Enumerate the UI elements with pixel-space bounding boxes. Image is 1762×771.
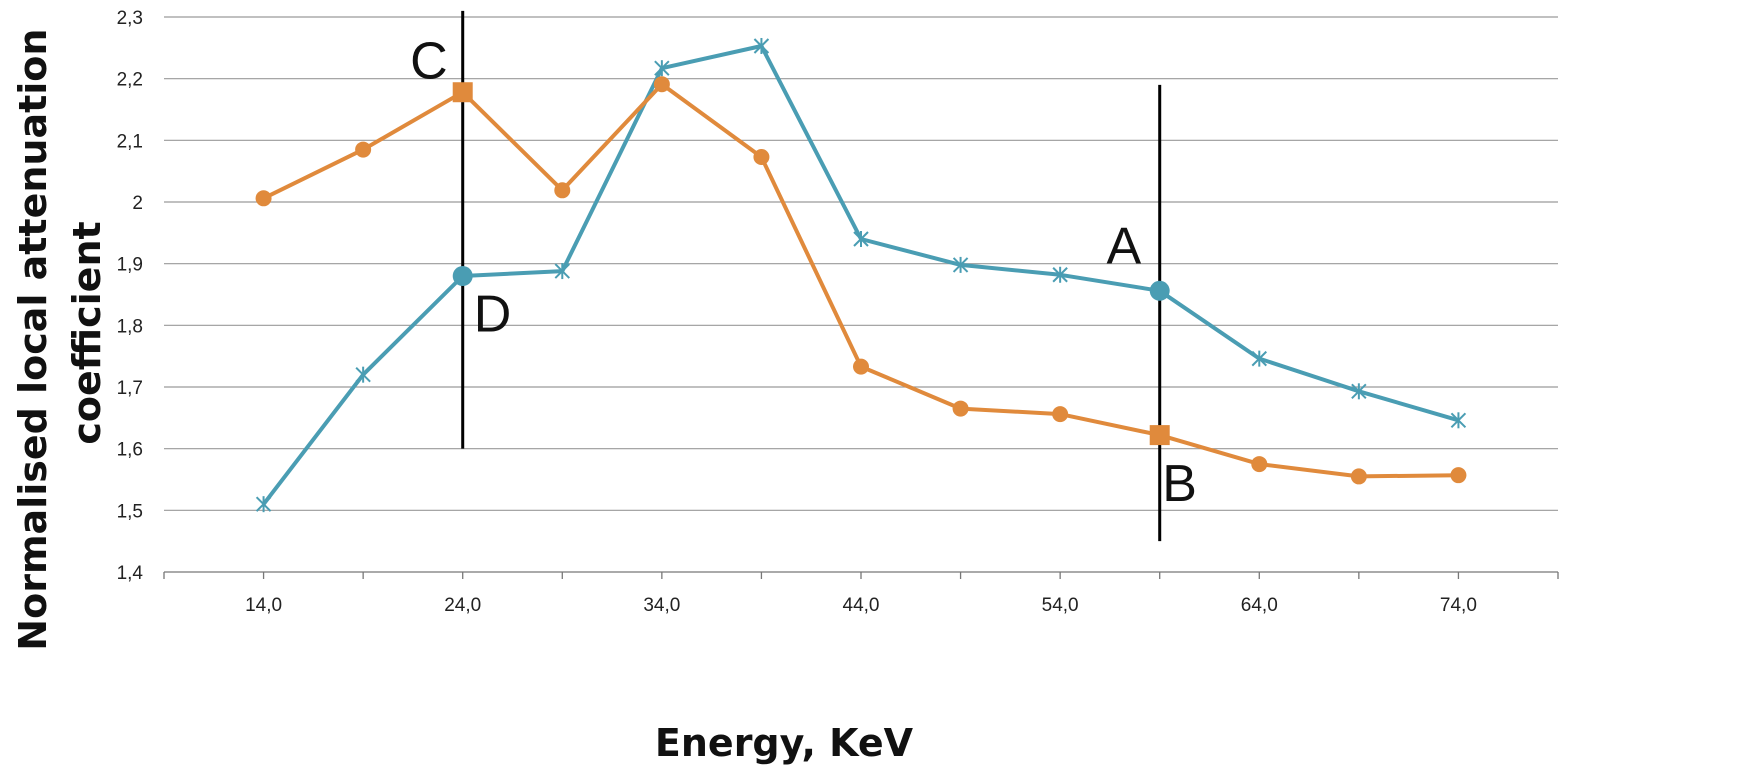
data-point — [255, 496, 272, 513]
annotation-d: D — [474, 286, 512, 344]
y-tick-label: 1,4 — [117, 563, 144, 584]
highlight-point — [452, 266, 473, 286]
data-point — [1350, 468, 1367, 485]
data-point — [1251, 456, 1268, 473]
y-axis-title-line-2: coefficient — [65, 221, 109, 444]
series-line — [262, 82, 1459, 479]
annotations: C D A B — [410, 33, 1197, 513]
data-point — [753, 37, 770, 54]
data-point — [255, 190, 272, 207]
data-point — [355, 141, 372, 158]
data-point — [1052, 266, 1068, 283]
data-point — [654, 60, 670, 77]
y-axis-title: Normalised local attenuation coefficient — [11, 15, 109, 650]
x-tick-label: 64,0 — [1241, 595, 1278, 616]
data-point — [753, 148, 770, 165]
y-tick-label: 1,9 — [117, 255, 143, 276]
data-point — [355, 366, 371, 383]
data-point — [952, 400, 969, 417]
y-tick-label: 2,2 — [117, 70, 143, 91]
x-tick-label: 34,0 — [643, 595, 680, 616]
highlight-point — [452, 82, 473, 103]
y-tick-label: 1,7 — [117, 378, 143, 399]
y-tick-label: 1,8 — [117, 316, 143, 337]
series-line — [262, 44, 1459, 506]
data-point — [554, 182, 571, 199]
data-point — [853, 358, 869, 375]
y-tick-label: 2,3 — [117, 8, 143, 29]
data-point — [653, 76, 670, 93]
x-tick-label: 74,0 — [1440, 595, 1477, 616]
data-series — [255, 37, 1467, 513]
data-point — [1450, 467, 1467, 484]
y-tick-label: 2,1 — [117, 131, 143, 152]
y-tick-label: 1,5 — [117, 501, 143, 522]
x-axis-title: Energy, KeV — [655, 721, 914, 765]
tick-labels: 1,4 1,5 1,6 1,7 1,8 1,9 2 2,1 2,2 2,3 14,0 24,0 34,0… — [117, 8, 1477, 616]
x-tick-label: 14,0 — [245, 595, 282, 616]
axes — [163, 571, 1559, 579]
data-point — [853, 231, 869, 247]
x-tick-label: 44,0 — [843, 595, 880, 616]
y-tick-label: 1,6 — [117, 440, 143, 461]
highlight-point — [1149, 425, 1170, 446]
data-point — [1052, 406, 1069, 423]
annotation-c: C — [410, 33, 448, 91]
data-point — [1251, 350, 1267, 367]
y-tick-label: 2 — [132, 193, 143, 214]
data-point — [1450, 412, 1467, 429]
x-tick-label: 54,0 — [1042, 595, 1079, 616]
y-axis-title-line-1: Normalised local attenuation — [11, 29, 55, 651]
gridlines — [164, 16, 1558, 511]
x-tick-label: 24,0 — [444, 595, 481, 616]
annotation-a: A — [1107, 218, 1142, 276]
annotation-b: B — [1162, 455, 1197, 513]
data-point — [952, 256, 969, 273]
series-2 — [255, 76, 1467, 485]
data-point — [554, 263, 570, 280]
series-1 — [255, 37, 1467, 513]
highlight-point — [1149, 280, 1170, 301]
data-point — [1351, 383, 1367, 400]
